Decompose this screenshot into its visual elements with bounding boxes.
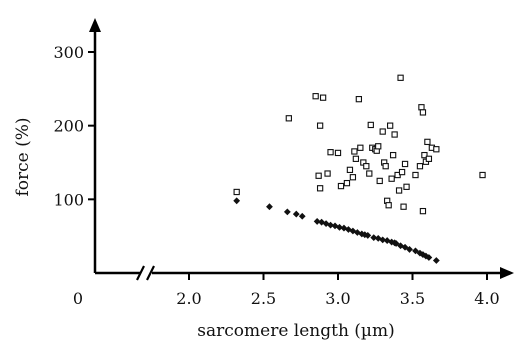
x-axis-arrowhead bbox=[500, 267, 514, 279]
data-point-diamond bbox=[425, 254, 433, 261]
data-point-square bbox=[379, 128, 386, 135]
data-point-square bbox=[398, 168, 406, 176]
data-point-diamond bbox=[345, 226, 352, 233]
data-point-square bbox=[403, 183, 410, 190]
data-point-square bbox=[391, 131, 398, 138]
data-point-square bbox=[386, 122, 394, 129]
data-point-square bbox=[346, 166, 354, 174]
x-tick-label: 3.5 bbox=[400, 289, 425, 308]
x-tick-label: 2.5 bbox=[251, 289, 276, 308]
y-tick-label: 200 bbox=[53, 117, 84, 136]
data-point-diamond bbox=[298, 212, 306, 220]
data-point-square bbox=[433, 146, 440, 153]
data-point-square bbox=[352, 155, 360, 162]
data-point-square bbox=[366, 170, 373, 177]
x-tick-label: 2.0 bbox=[176, 289, 201, 308]
data-point-diamond bbox=[406, 246, 413, 253]
data-point-square bbox=[319, 94, 327, 101]
x-tick-label: 4.0 bbox=[474, 289, 499, 308]
y-tick-label: 100 bbox=[53, 190, 84, 209]
data-point-square bbox=[400, 203, 407, 210]
data-point-diamond bbox=[322, 220, 330, 228]
data-series bbox=[233, 74, 486, 264]
data-point-square bbox=[324, 170, 331, 177]
series-open-square bbox=[233, 74, 486, 215]
data-point-square bbox=[382, 163, 389, 170]
axis-break-mark bbox=[146, 265, 155, 281]
data-point-diamond bbox=[336, 223, 343, 231]
data-point-square bbox=[418, 104, 425, 111]
data-point-square bbox=[327, 149, 334, 156]
data-point-square bbox=[424, 138, 431, 146]
data-point-square bbox=[389, 151, 397, 159]
data-point-diamond bbox=[283, 208, 291, 216]
data-point-square bbox=[419, 207, 427, 215]
data-point-square bbox=[315, 172, 322, 179]
data-point-square bbox=[412, 171, 419, 179]
x-tick-label: 3.0 bbox=[325, 289, 350, 308]
x-origin-label: 0 bbox=[73, 289, 83, 308]
data-point-diamond bbox=[266, 203, 273, 211]
data-point-square bbox=[421, 151, 428, 159]
data-point-square bbox=[419, 109, 427, 116]
series-filled-diamond bbox=[233, 197, 440, 264]
data-point-square bbox=[375, 143, 382, 150]
data-point-diamond bbox=[318, 218, 326, 226]
x-axis-ticks: 2.0 2.5 3.0 3.5 4.0 bbox=[176, 273, 500, 308]
data-point-square bbox=[285, 115, 292, 122]
data-point-diamond bbox=[391, 239, 399, 247]
data-point-square bbox=[337, 182, 345, 190]
data-point-diamond bbox=[370, 234, 378, 242]
data-point-square bbox=[233, 188, 240, 196]
data-point-diamond bbox=[419, 251, 427, 258]
data-point-square bbox=[397, 74, 404, 81]
data-point-square bbox=[343, 179, 351, 187]
data-point-square bbox=[351, 148, 358, 155]
data-point-square bbox=[357, 144, 364, 151]
data-point-square bbox=[316, 185, 324, 192]
data-point-diamond bbox=[432, 257, 440, 264]
data-point-square bbox=[316, 122, 324, 129]
data-point-diamond bbox=[379, 236, 387, 244]
data-point-square bbox=[401, 160, 409, 168]
x-axis-label: sarcomere length (µm) bbox=[197, 321, 394, 341]
data-point-diamond bbox=[361, 231, 369, 239]
data-point-square bbox=[395, 187, 403, 194]
data-point-square bbox=[388, 175, 395, 182]
axes bbox=[89, 18, 514, 281]
axis-break-mark bbox=[136, 265, 145, 281]
y-tick-label: 300 bbox=[53, 43, 84, 62]
data-point-diamond bbox=[401, 243, 409, 251]
data-point-square bbox=[376, 177, 383, 185]
y-axis-arrowhead bbox=[89, 18, 101, 32]
data-point-square bbox=[367, 121, 374, 129]
data-point-square bbox=[425, 155, 433, 162]
data-point-square bbox=[385, 202, 392, 209]
data-point-square bbox=[334, 149, 342, 157]
data-point-square bbox=[312, 93, 319, 100]
data-point-square bbox=[355, 95, 363, 103]
data-point-diamond bbox=[292, 210, 300, 218]
data-point-square bbox=[363, 163, 370, 170]
y-axis-label: force (%) bbox=[13, 117, 33, 196]
data-point-diamond bbox=[313, 218, 321, 225]
data-point-diamond bbox=[233, 197, 241, 205]
data-point-square bbox=[416, 163, 424, 170]
data-point-square bbox=[349, 174, 357, 181]
data-point-diamond bbox=[327, 221, 334, 229]
y-axis-ticks: 100 200 300 bbox=[53, 43, 95, 209]
data-point-square bbox=[479, 171, 486, 179]
data-point-diamond bbox=[353, 229, 361, 236]
